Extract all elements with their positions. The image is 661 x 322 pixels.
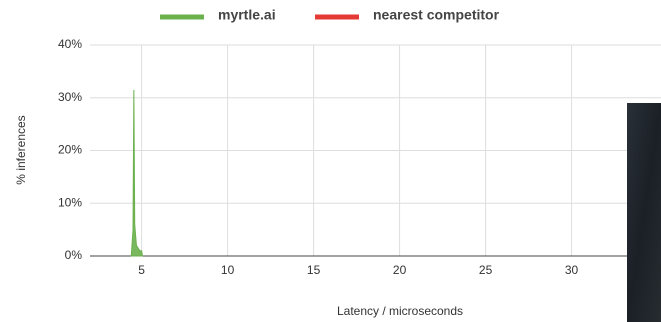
area (131, 90, 142, 256)
y-tick-label: 0% (65, 248, 83, 262)
x-axis-title: Latency / microseconds (337, 304, 463, 318)
x-tick-label: 15 (307, 263, 321, 277)
y-axis-title: % inferences (14, 115, 28, 184)
y-tick-label: 10% (58, 195, 82, 209)
y-tick-label: 30% (58, 90, 82, 104)
legend-label: nearest competitor (373, 7, 500, 23)
x-tick-label: 30 (565, 263, 579, 277)
legend: myrtle.ai nearest competitor (160, 7, 500, 23)
plot-area: 0% 10% 20% 30% 40% 5 10 15 20 25 30 (58, 37, 661, 277)
legend-label: myrtle.ai (218, 7, 276, 23)
x-tick-label: 25 (479, 263, 493, 277)
overlay-image (627, 103, 661, 322)
x-tick-label: 5 (138, 263, 145, 277)
x-tick-label: 20 (393, 263, 407, 277)
y-tick-label: 20% (58, 143, 82, 157)
y-tick-label: 40% (58, 37, 82, 51)
x-tick-label: 10 (221, 263, 235, 277)
chart: 0% 10% 20% 30% 40% 5 10 15 20 25 30 myrtle.ai neare… (0, 0, 661, 322)
